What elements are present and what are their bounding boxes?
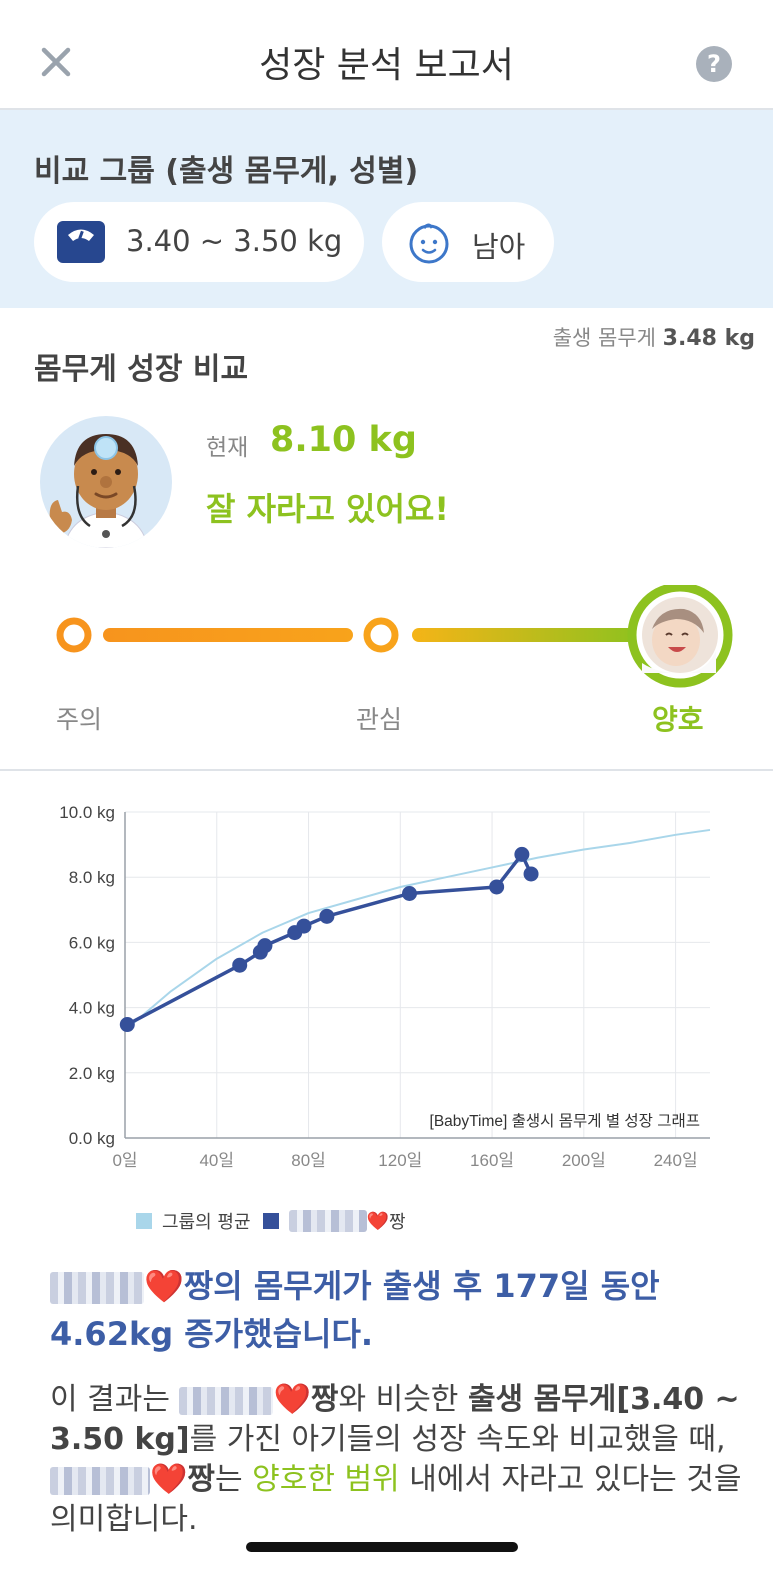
baby-data-point — [489, 879, 505, 895]
explain-birth-weight: 출생 몸무게[3.40 ~ 3.50 kg] — [50, 1382, 740, 1457]
weight-summary: ❤️짱의 몸무게가 출생 후 177일 동안 4.62kg 증가했습니다. — [50, 1262, 750, 1358]
scale-icon — [57, 221, 105, 263]
gender-text: 남아 — [472, 230, 526, 264]
x-tick-label: 0일 — [112, 1151, 137, 1170]
question-icon[interactable]: ? — [696, 46, 732, 82]
birth-weight-value: 3.48 kg — [662, 326, 755, 351]
gender-chip: 남아 — [382, 202, 554, 282]
home-indicator[interactable] — [246, 1542, 518, 1552]
y-tick-label: 8.0 kg — [69, 868, 115, 887]
baby-data-point — [514, 846, 530, 862]
baby-data-point — [319, 908, 335, 924]
baby-face-icon — [409, 223, 449, 264]
baby-data-point — [296, 918, 312, 934]
legend-baby-label: 짱 — [388, 1212, 406, 1233]
explain-text: 와 비슷한 — [338, 1382, 459, 1417]
close-icon[interactable] — [36, 42, 76, 82]
page-title: 성장 분석 보고서 — [259, 45, 514, 86]
doctor-avatar — [40, 416, 172, 548]
explain-text: 내에서 자라고 있다는 것을 의미합니다. — [50, 1462, 742, 1537]
baby-data-point — [401, 886, 417, 901]
weight-range-text: 3.40 ~ 3.50 kg — [126, 224, 343, 258]
chart-annotation: [BabyTime] 출생시 몸무게 별 성장 그래프 — [430, 1112, 700, 1130]
baby-data-point — [232, 957, 248, 973]
weight-summary-text: 짱의 몸무게가 출생 후 177일 동안 4.62kg 증가했습니다. — [50, 1267, 660, 1353]
weight-growth-chart: 0.0 kg 2.0 kg 4.0 kg 6.0 kg 8.0 kg 10.0 kg 0일 4… — [59, 803, 711, 1170]
heart-icon: ❤️ — [144, 1267, 184, 1305]
x-tick-label: 80일 — [291, 1151, 326, 1170]
current-weight-value: 8.10 kg — [270, 420, 417, 460]
y-tick-label: 10.0 kg — [59, 803, 115, 822]
explain-text: 짱 — [310, 1382, 339, 1417]
growth-status-gauge — [56, 585, 733, 688]
y-tick-label: 2.0 kg — [69, 1064, 115, 1083]
explain-text: 짱 — [187, 1462, 215, 1497]
current-weight-label: 현재 — [206, 435, 249, 461]
baby-data-point — [257, 938, 273, 954]
y-tick-label: 0.0 kg — [69, 1129, 115, 1148]
explain-text: 를 가진 아기들의 성장 속도와 비교했을 때, — [189, 1422, 726, 1457]
baby-data-point — [523, 866, 539, 882]
gauge-dot-concern — [363, 617, 399, 653]
app-header: 성장 분석 보고서 ? — [0, 0, 773, 110]
gauge-label-caution: 주의 — [56, 705, 103, 734]
comparison-group-label: 비교 그룹 (출생 몸무게, 성별) — [34, 154, 419, 189]
result-explanation: 이 결과는 ❤️짱와 비슷한 출생 몸무게[3.40 ~ 3.50 kg]를 가… — [50, 1380, 750, 1540]
explain-good-range: 양호한 범위 — [252, 1462, 400, 1497]
average-series-line — [124, 828, 711, 1032]
gauge-dot-caution — [56, 617, 92, 653]
heart-icon: ❤️ — [366, 1210, 389, 1232]
weight-range-chip: 3.40 ~ 3.50 kg — [34, 202, 364, 282]
explain-text: 이 결과는 — [50, 1382, 170, 1417]
gauge-label-good: 양호 — [652, 703, 704, 736]
explain-text: 는 — [214, 1462, 243, 1497]
heart-icon: ❤️ — [273, 1382, 311, 1417]
x-tick-label: 200일 — [562, 1151, 606, 1170]
gauge-marker-baby-photo — [627, 585, 733, 688]
birth-weight: 출생 몸무게 3.48 kg — [553, 322, 755, 352]
section-divider — [0, 769, 773, 771]
baby-data-point — [119, 1017, 135, 1033]
chart-legend: 그룹의 평균 ❤️ 짱 — [136, 1208, 418, 1234]
weight-section-title: 몸무게 성장 비교 — [34, 352, 249, 387]
heart-icon: ❤️ — [150, 1462, 188, 1497]
x-tick-label: 160일 — [470, 1151, 514, 1170]
gauge-label-concern: 관심 — [356, 705, 403, 734]
x-tick-label: 40일 — [199, 1151, 234, 1170]
baby-series-line — [126, 852, 533, 1027]
x-tick-label: 240일 — [654, 1151, 698, 1170]
birth-weight-label: 출생 몸무게 — [552, 326, 656, 350]
legend-item-baby: ❤️ 짱 — [262, 1208, 406, 1234]
growth-status-message: 잘 자라고 있어요! — [206, 490, 449, 528]
comparison-group-panel: 비교 그룹 (출생 몸무게, 성별) 3.40 ~ 3.50 kg 남아 — [0, 110, 773, 308]
y-tick-label: 4.0 kg — [69, 999, 115, 1018]
y-tick-label: 6.0 kg — [69, 933, 115, 952]
x-tick-label: 120일 — [378, 1151, 422, 1170]
legend-average-label: 그룹의 평균 — [162, 1212, 251, 1233]
legend-item-average: 그룹의 평균 — [136, 1208, 251, 1234]
